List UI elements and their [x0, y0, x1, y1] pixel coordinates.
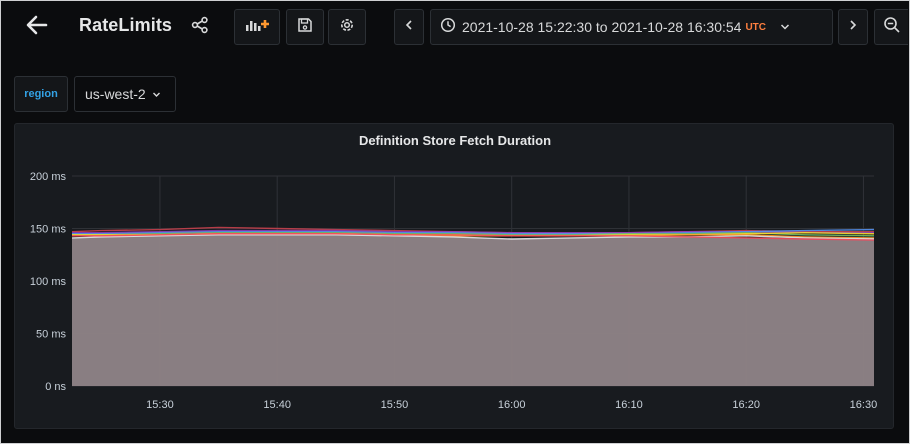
area-fill	[72, 234, 874, 386]
chevron-left-icon	[404, 18, 414, 36]
variable-value: us-west-2	[85, 86, 146, 102]
dashboard-title[interactable]: RateLimits	[79, 15, 173, 35]
series-line	[71, 234, 875, 240]
chevron-down-icon	[152, 91, 161, 98]
x-tick-label: 15:50	[381, 399, 409, 411]
dashboard-navbar: RateLimits	[0, 0, 910, 58]
clock-icon	[440, 17, 456, 38]
zoom-out-icon	[883, 16, 901, 39]
x-tick-label: 15:30	[146, 399, 174, 411]
variable-label-region: region	[14, 76, 68, 112]
y-tick-label: 150 ms	[30, 224, 67, 236]
dashboard-settings-button[interactable]	[328, 9, 366, 45]
gear-icon	[338, 16, 356, 39]
variable-select-region[interactable]: us-west-2	[74, 76, 176, 112]
time-range-text: 2021-10-28 15:22:30 to 2021-10-28 16:30:…	[462, 19, 742, 35]
x-tick-label: 16:30	[850, 399, 878, 411]
back-button[interactable]	[22, 12, 52, 42]
chevron-down-icon	[780, 18, 790, 36]
series-line	[72, 231, 875, 237]
share-button[interactable]	[187, 14, 213, 40]
y-tick-label: 100 ms	[30, 276, 67, 288]
y-tick-label: 0 ns	[45, 381, 66, 393]
x-tick-label: 16:10	[615, 399, 643, 411]
chevron-right-icon	[848, 18, 858, 36]
save-icon	[297, 17, 313, 38]
x-tick-label: 16:00	[498, 399, 526, 411]
add-panel-icon	[244, 17, 270, 38]
x-tick-label: 16:20	[732, 399, 760, 411]
time-shift-forward-button[interactable]	[838, 9, 868, 45]
zoom-out-button[interactable]	[874, 9, 908, 45]
save-dashboard-button[interactable]	[286, 9, 324, 45]
y-tick-label: 200 ms	[30, 171, 67, 183]
x-tick-label: 15:40	[263, 399, 291, 411]
share-icon	[191, 16, 209, 39]
arrow-left-icon	[26, 15, 48, 40]
series-line	[72, 228, 875, 235]
add-panel-button[interactable]	[234, 9, 280, 45]
time-range-picker[interactable]: 2021-10-28 15:22:30 to 2021-10-28 16:30:…	[430, 9, 833, 45]
time-shift-back-button[interactable]	[394, 9, 424, 45]
timezone-label: UTC	[745, 21, 767, 33]
panel-title[interactable]: Definition Store Fetch Duration	[358, 133, 552, 148]
series-line	[72, 233, 875, 241]
y-tick-label: 50 ms	[36, 329, 66, 341]
